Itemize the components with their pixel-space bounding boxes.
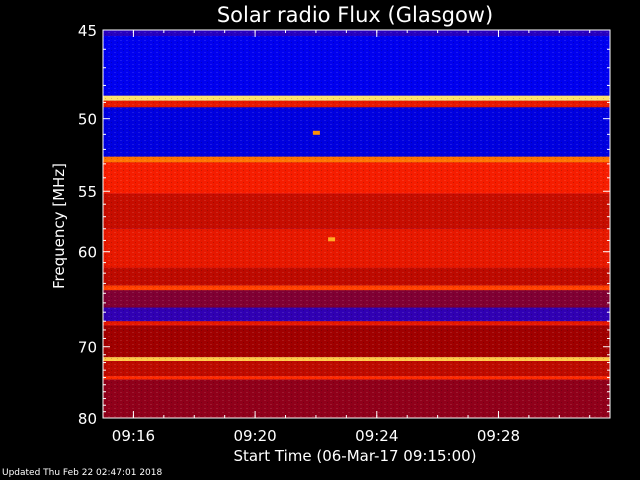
- y-tick-label: 55: [78, 183, 97, 201]
- y-tick-label: 60: [78, 244, 97, 262]
- x-tick-label: 09:16: [112, 427, 155, 445]
- y-tick-label: 50: [78, 111, 97, 129]
- updated-timestamp: Updated Thu Feb 22 02:47:01 2018: [2, 468, 163, 478]
- burst-event-1: [312, 130, 320, 135]
- plot-frame: [102, 29, 611, 419]
- x-tick-label: 09:20: [233, 427, 276, 445]
- x-axis: 09:16 09:20 09:24 09:28: [112, 30, 591, 445]
- noise-texture: [103, 30, 610, 418]
- x-tick-label: 09:28: [477, 427, 520, 445]
- y-tick-label: 70: [78, 339, 97, 357]
- chart-title: Solar radio Flux (Glasgow): [217, 3, 493, 27]
- x-axis-label: Start Time (06-Mar-17 09:15:00): [233, 447, 476, 465]
- y-tick-label: 45: [78, 22, 97, 40]
- x-tick-label: 09:24: [355, 427, 398, 445]
- burst-event-0: [328, 237, 336, 242]
- plot-area: [103, 30, 610, 418]
- y-tick-label: 80: [78, 410, 97, 428]
- y-axis-label: Frequency [MHz]: [50, 163, 68, 289]
- y-axis: 45 50 55 60 70 80: [78, 22, 610, 428]
